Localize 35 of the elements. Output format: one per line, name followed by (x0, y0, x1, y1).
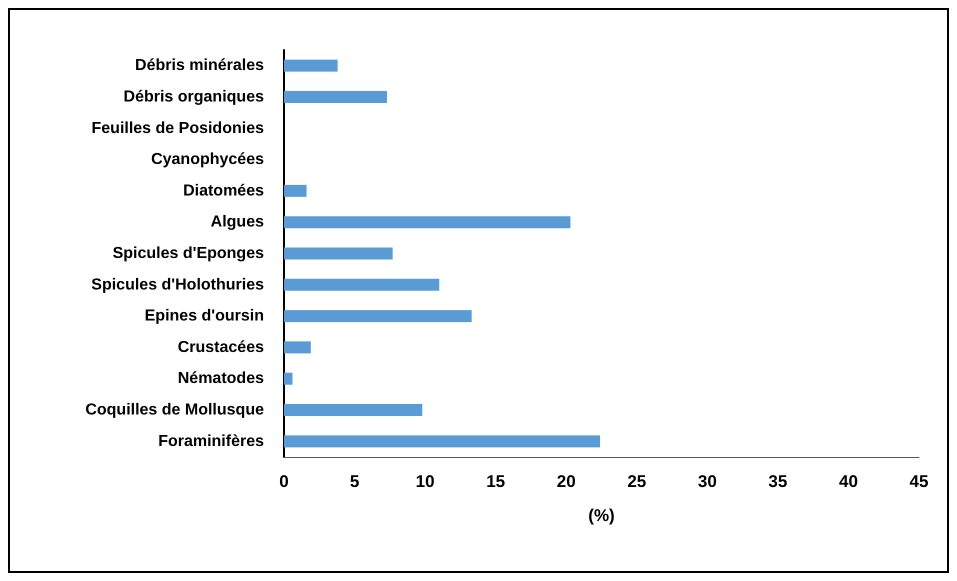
bar (284, 435, 600, 448)
y-tick-label: Foraminifères (158, 432, 264, 450)
bar (284, 184, 307, 197)
x-tick-label: 15 (486, 472, 506, 491)
y-tick-label: Algues (210, 214, 264, 231)
bar (284, 310, 472, 322)
y-tick-label: Nématodes (178, 370, 264, 388)
bar (284, 404, 422, 416)
y-tick-label: Epines d'oursin (144, 308, 264, 325)
y-tick-label: Débris organiques (124, 88, 264, 106)
x-tick-label: 25 (627, 472, 646, 491)
y-tick-label: Débris minérales (135, 57, 264, 74)
x-tick-label: 20 (556, 472, 576, 491)
y-tick-label: Coquilles de Mollusque (85, 402, 264, 419)
bar (284, 278, 440, 291)
y-tick-label: Diatomées (183, 182, 264, 200)
y-tick-label: Spicules d'Holothuries (91, 276, 264, 294)
bar (284, 341, 311, 354)
x-tick-label: 10 (416, 472, 435, 491)
x-tick-label: 40 (838, 472, 858, 491)
bar (284, 248, 393, 260)
x-tick-label: 30 (698, 472, 717, 491)
y-tick-label: Cyanophycées (151, 151, 264, 168)
x-tick-label: 35 (768, 472, 788, 491)
bar (284, 60, 338, 72)
x-axis-title: (%) (588, 506, 615, 525)
bar (284, 216, 570, 228)
y-tick-label: Crustacées (178, 338, 264, 356)
bar (284, 372, 292, 385)
y-tick-label: Feuilles de Posidonies (92, 120, 264, 137)
bar (284, 90, 388, 103)
x-tick-label: 5 (350, 472, 360, 491)
y-tick-label: Spicules d'Eponges (112, 245, 264, 262)
x-tick-label: 45 (910, 472, 928, 491)
x-tick-label: 0 (279, 472, 289, 491)
